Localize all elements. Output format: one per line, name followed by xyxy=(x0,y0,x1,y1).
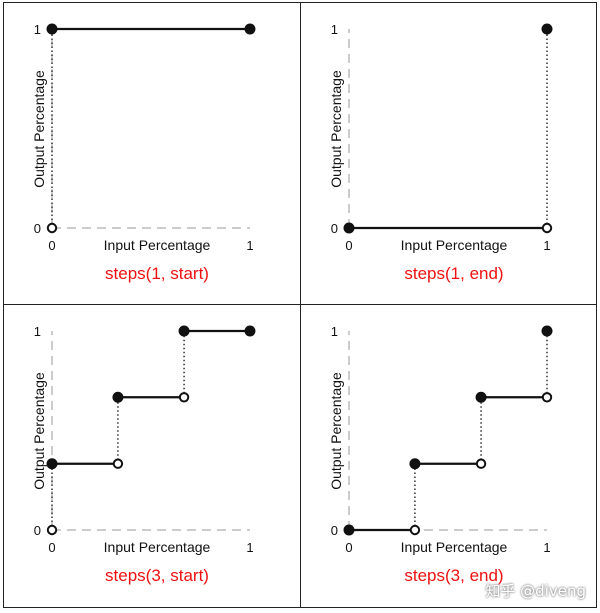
y-tick-label: 0 xyxy=(34,523,41,538)
step-chart-svg: 1 00 1 Input Percentage Output Percentage ste… xyxy=(328,324,553,585)
open-point xyxy=(46,524,58,536)
filled-point xyxy=(541,325,553,337)
chart-panel-steps-3-end: 1 0 0 1 Input Percentage Output Percentage ste… xyxy=(301,305,596,607)
x-tick-label: 1 xyxy=(246,540,253,555)
open-point xyxy=(541,392,553,403)
y-tick-label: 1 xyxy=(331,324,338,339)
filled-point xyxy=(343,222,355,234)
filled-point xyxy=(343,524,355,536)
y-axis-label: Output Percentage xyxy=(328,372,344,490)
filled-point xyxy=(112,391,124,403)
x-tick-label: 0 xyxy=(345,540,352,555)
filled-point xyxy=(178,325,190,337)
open-point xyxy=(178,392,190,403)
chart-title: steps(3, end) xyxy=(404,566,503,585)
chart-panel-steps-1-end: 1 0 0 1 Input Percentage Output Percentage ste… xyxy=(301,3,596,305)
x-tick-label: 0 xyxy=(48,540,55,555)
y-tick-label: 1 xyxy=(34,22,41,37)
x-tick-label: 0 xyxy=(48,238,55,253)
x-tick-label: 0 xyxy=(345,238,352,253)
chart-grid: 1 0 0 1 Input Percentage Output Percentage ste… xyxy=(3,2,597,608)
chart-panel-steps-3-start: 1 0 0 1 Input Percentage Output Percentage ste… xyxy=(4,305,301,607)
x-axis-label: Input Percentage xyxy=(104,539,211,555)
x-tick-label: 1 xyxy=(246,238,253,253)
chart-title: steps(1, start) xyxy=(105,264,209,283)
filled-point xyxy=(46,23,58,35)
x-tick-label: 1 xyxy=(543,238,550,253)
filled-point xyxy=(46,458,58,470)
y-tick-label: 0 xyxy=(331,523,338,538)
y-axis-label: Output Percentage xyxy=(328,70,344,188)
filled-point xyxy=(541,23,553,35)
x-axis-label: Input Percentage xyxy=(401,539,508,555)
step-chart-svg: 1 00 1 Input Percentage Output Percentage ste… xyxy=(31,22,256,283)
step-chart-svg: 1 00 1 Input Percentage Output Percentage ste… xyxy=(328,22,553,283)
chart-title: steps(1, end) xyxy=(404,264,503,283)
open-point xyxy=(541,222,553,234)
y-tick-label: 0 xyxy=(331,221,338,236)
y-axis-label: Output Percentage xyxy=(31,70,47,188)
step-chart-svg: 1 00 1 Input Percentage Output Percentage ste… xyxy=(31,324,256,585)
x-axis-label: Input Percentage xyxy=(401,237,508,253)
watermark: 知乎 @diveng xyxy=(485,582,586,600)
filled-point xyxy=(244,325,256,337)
open-point xyxy=(475,458,487,469)
y-axis-label: Output Percentage xyxy=(31,372,47,490)
x-tick-label: 1 xyxy=(543,540,550,555)
open-point xyxy=(46,222,58,234)
filled-point xyxy=(409,458,421,470)
chart-title: steps(3, start) xyxy=(105,566,209,585)
y-tick-label: 0 xyxy=(34,221,41,236)
open-point xyxy=(112,458,124,469)
x-axis-label: Input Percentage xyxy=(104,237,211,253)
filled-point xyxy=(475,391,487,403)
filled-point xyxy=(244,23,256,35)
open-point xyxy=(409,524,421,536)
chart-panel-steps-1-start: 1 0 0 1 Input Percentage Output Percentage ste… xyxy=(4,3,301,305)
y-tick-label: 1 xyxy=(331,22,338,37)
y-tick-label: 1 xyxy=(34,324,41,339)
